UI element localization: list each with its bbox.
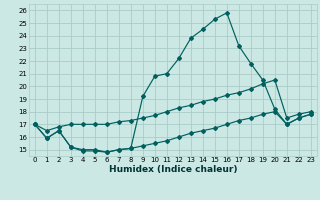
X-axis label: Humidex (Indice chaleur): Humidex (Indice chaleur) <box>108 165 237 174</box>
